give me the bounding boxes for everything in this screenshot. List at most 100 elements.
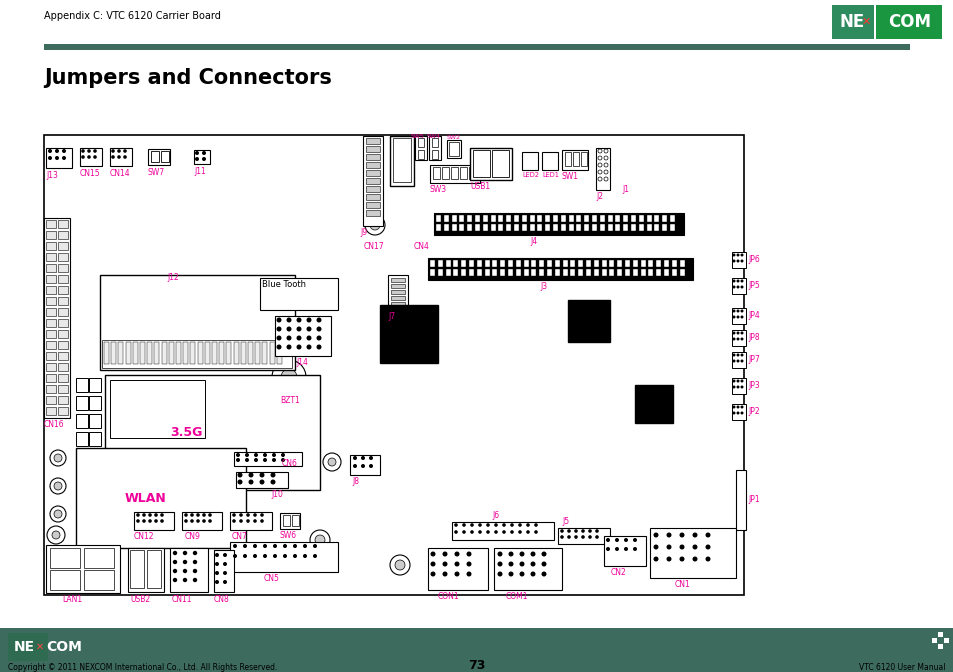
Circle shape: [55, 156, 59, 160]
Bar: [205, 342, 210, 364]
Bar: [601, 260, 606, 267]
Circle shape: [237, 472, 242, 478]
Bar: [523, 260, 528, 267]
Circle shape: [172, 578, 177, 582]
Circle shape: [595, 535, 598, 539]
Bar: [482, 224, 487, 231]
Bar: [943, 638, 948, 643]
Bar: [58, 352, 68, 360]
Circle shape: [148, 513, 152, 517]
Circle shape: [50, 450, 66, 466]
Bar: [562, 260, 567, 267]
Text: NE: NE: [840, 13, 864, 31]
Circle shape: [470, 530, 474, 534]
Bar: [671, 269, 676, 276]
Circle shape: [196, 519, 199, 523]
Circle shape: [316, 327, 321, 331]
Circle shape: [653, 532, 658, 538]
Circle shape: [253, 554, 256, 558]
Circle shape: [202, 151, 206, 155]
Circle shape: [360, 456, 365, 460]
Text: J11: J11: [193, 167, 206, 176]
Bar: [430, 269, 435, 276]
Bar: [58, 253, 68, 261]
Circle shape: [272, 360, 306, 394]
Circle shape: [208, 519, 212, 523]
Circle shape: [390, 555, 410, 575]
Circle shape: [263, 554, 267, 558]
Bar: [555, 269, 559, 276]
Bar: [555, 260, 559, 267]
Bar: [89, 414, 101, 428]
Text: J10: J10: [271, 490, 283, 499]
Circle shape: [732, 253, 735, 257]
Bar: [648, 269, 653, 276]
Bar: [541, 152, 558, 170]
Circle shape: [580, 530, 584, 533]
Circle shape: [245, 453, 249, 457]
Circle shape: [296, 345, 301, 349]
Circle shape: [276, 335, 281, 341]
Text: CN4: CN4: [414, 242, 430, 251]
Circle shape: [193, 569, 197, 573]
Circle shape: [736, 411, 739, 415]
Circle shape: [732, 360, 735, 362]
Bar: [601, 269, 606, 276]
Bar: [609, 269, 614, 276]
Bar: [433, 167, 439, 179]
Circle shape: [353, 456, 356, 460]
Text: SW4: SW4: [427, 134, 440, 139]
Circle shape: [736, 315, 739, 319]
Circle shape: [214, 553, 219, 557]
Circle shape: [497, 562, 502, 566]
Circle shape: [260, 519, 264, 523]
Circle shape: [235, 458, 240, 462]
Circle shape: [55, 149, 59, 153]
Text: J4: J4: [530, 237, 537, 246]
Circle shape: [237, 480, 242, 485]
Bar: [432, 138, 437, 147]
Circle shape: [526, 523, 529, 527]
Text: COM1: COM1: [505, 592, 528, 601]
Bar: [58, 297, 68, 305]
Bar: [492, 150, 509, 177]
Bar: [429, 136, 440, 160]
Bar: [453, 260, 458, 267]
Bar: [46, 396, 56, 404]
Circle shape: [54, 482, 62, 490]
Bar: [58, 407, 68, 415]
Bar: [148, 149, 170, 165]
Bar: [110, 148, 132, 166]
Circle shape: [508, 562, 513, 566]
Circle shape: [316, 345, 321, 349]
Circle shape: [303, 554, 307, 558]
Circle shape: [603, 177, 607, 181]
Bar: [46, 352, 56, 360]
Circle shape: [534, 523, 537, 527]
Bar: [731, 308, 745, 324]
Circle shape: [736, 331, 739, 335]
Circle shape: [48, 149, 52, 153]
Bar: [366, 194, 379, 200]
Text: JP1: JP1: [747, 495, 759, 505]
Circle shape: [615, 547, 618, 551]
Circle shape: [306, 335, 312, 341]
Bar: [46, 374, 56, 382]
Bar: [731, 404, 745, 420]
Circle shape: [117, 149, 121, 153]
Bar: [943, 644, 948, 649]
Text: J9: J9: [359, 228, 367, 237]
Circle shape: [214, 571, 219, 575]
Text: 73: 73: [468, 659, 485, 672]
Bar: [76, 432, 88, 446]
Bar: [118, 342, 123, 364]
Bar: [169, 342, 173, 364]
Bar: [366, 186, 379, 192]
Text: WLAN: WLAN: [125, 491, 167, 505]
Circle shape: [595, 530, 598, 533]
Circle shape: [574, 535, 578, 539]
Text: J8: J8: [352, 477, 358, 486]
Circle shape: [253, 513, 256, 517]
Circle shape: [732, 411, 735, 415]
Circle shape: [183, 569, 187, 573]
